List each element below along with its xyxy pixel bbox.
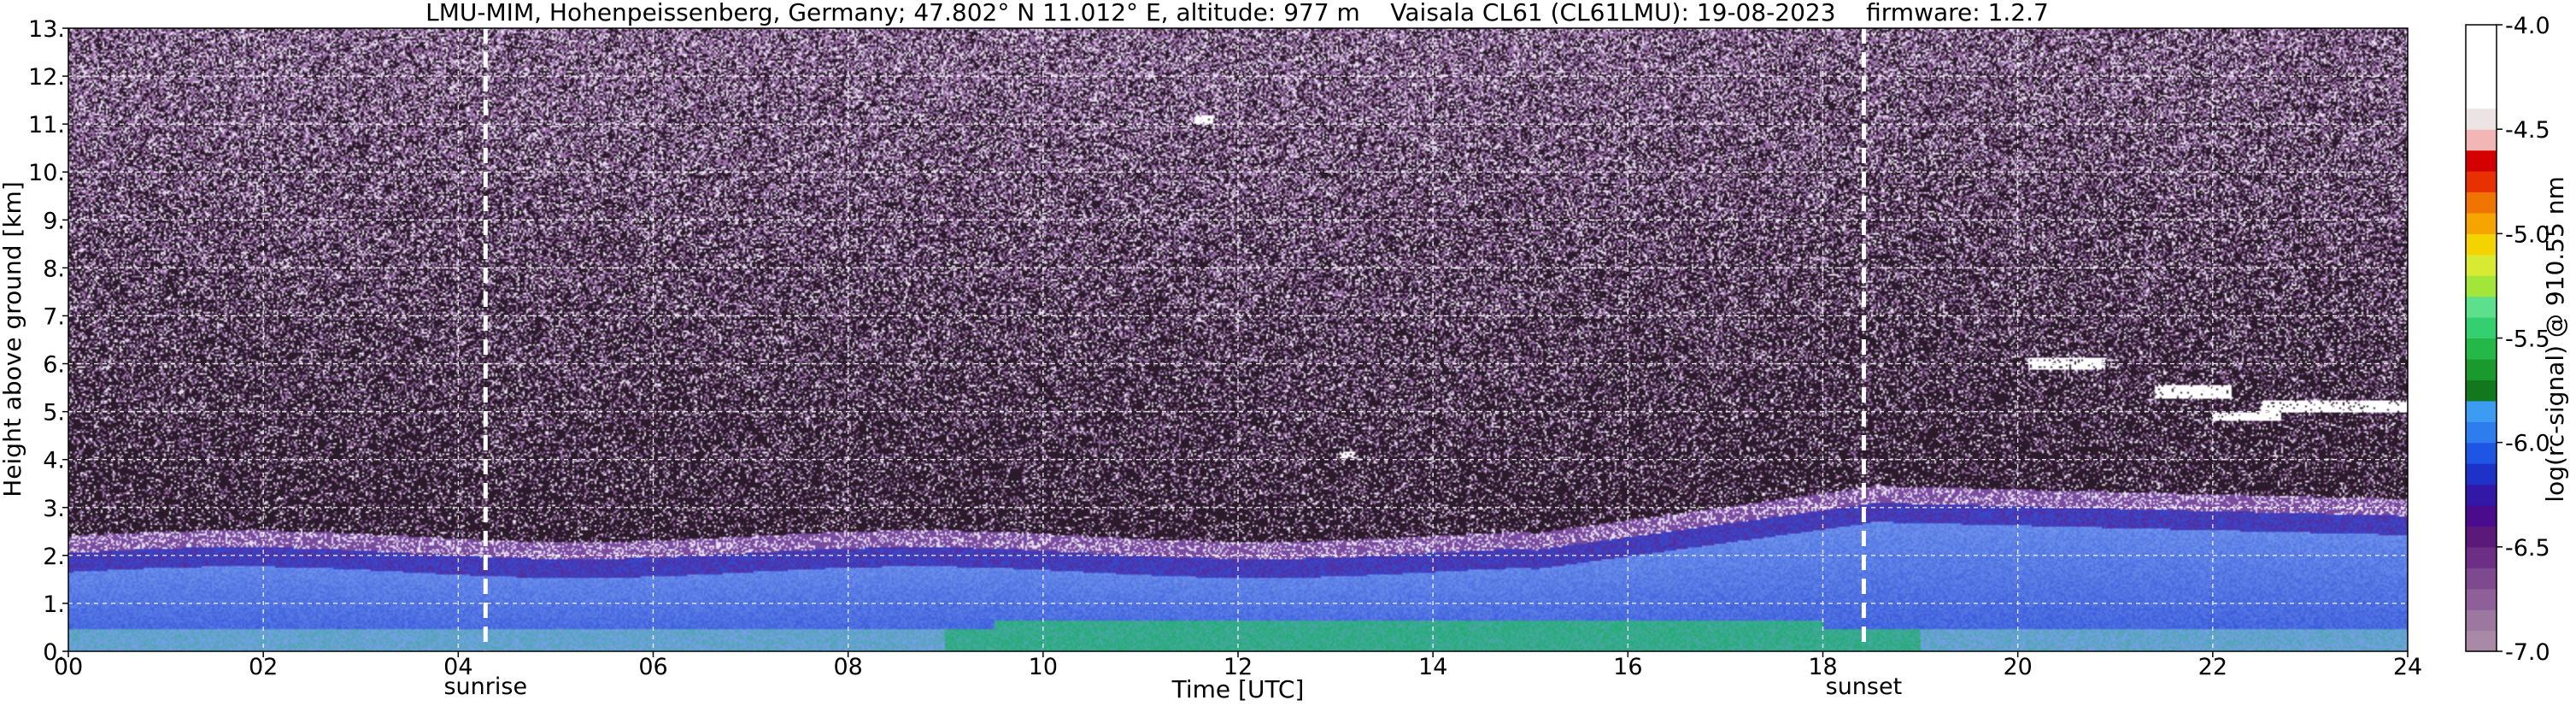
x-tick-label: 22 <box>2198 654 2227 680</box>
colorbar-segment <box>2466 379 2497 402</box>
x-axis: 00 02 04 06 08 10 12 14 16 18 20 22 24 sunrise sunset <box>54 651 2422 700</box>
colorbar-tick-label: -4.5 <box>2505 117 2550 144</box>
x-axis-label: Time [UTC] <box>1171 675 1305 703</box>
colorbar-segment <box>2466 275 2497 297</box>
y-tick-label: 9. <box>43 208 65 234</box>
x-tick-label: 24 <box>2393 654 2422 680</box>
colorbar-segment <box>2466 66 2497 88</box>
colorbar-segment <box>2466 568 2497 590</box>
colorbar-segment <box>2466 150 2497 172</box>
colorbar-label: log(rc-signal) @ 910.55 nm <box>2541 176 2569 502</box>
x-tick-label: 04 <box>443 654 472 680</box>
sunset-label: sunset <box>1826 674 1903 700</box>
y-tick-label: 5. <box>43 400 65 427</box>
colorbar-segment <box>2466 317 2497 339</box>
colorbar-segment <box>2466 296 2497 318</box>
colorbar-tick-label: -4.0 <box>2505 13 2550 39</box>
colorbar-segment <box>2466 338 2497 360</box>
colorbar-tick-label: -5.5 <box>2505 327 2550 353</box>
x-tick-label: 10 <box>1029 654 1058 680</box>
y-tick-label: 7. <box>43 303 65 330</box>
y-tick-label: 13. <box>28 16 65 43</box>
colorbar-segment <box>2466 463 2497 485</box>
y-tick-label: 11. <box>28 112 65 138</box>
colorbar-segment <box>2466 212 2497 234</box>
x-tick-label: 20 <box>2003 654 2032 680</box>
colorbar-segment <box>2466 588 2497 610</box>
colorbar-segment <box>2466 129 2497 151</box>
x-tick-label: 18 <box>1808 654 1837 680</box>
y-axis-label: Height above ground [km] <box>0 181 26 497</box>
colorbar: -4.0 -4.5 -5.0 -5.5 -6.0 -6.5 -7.0 <box>2465 13 2550 666</box>
colorbar-segment <box>2466 526 2497 548</box>
colorbar-tick-label: -6.5 <box>2505 535 2550 562</box>
colorbar-segment <box>2466 421 2497 444</box>
y-tick-label: 6. <box>43 352 65 379</box>
x-tick-label: 12 <box>1223 654 1253 680</box>
chart-title: LMU-MIM, Hohenpeissenberg, Germany; 47.8… <box>425 0 2049 26</box>
x-tick-label: 16 <box>1613 654 1642 680</box>
y-tick-label: 3. <box>43 496 65 522</box>
y-tick-label: 2. <box>43 544 65 570</box>
y-axis: 0. 1. 2. 3. 4. 5. 6. 7. 8. 9. 10. 11. 12. 13. <box>28 16 68 666</box>
colorbar-segment <box>2466 25 2497 47</box>
colorbar-segment <box>2466 630 2497 652</box>
colorbar-segment <box>2466 191 2497 214</box>
sun-markers <box>483 28 1866 651</box>
x-tick-label: 00 <box>54 654 83 680</box>
x-tick-label: 08 <box>833 654 862 680</box>
y-tick-label: 4. <box>43 448 65 474</box>
x-tick-label: 06 <box>638 654 667 680</box>
colorbar-segment <box>2466 546 2497 568</box>
colorbar-segment <box>2466 442 2497 464</box>
colorbar-tick-label: -7.0 <box>2505 639 2550 666</box>
colorbar-segment <box>2466 400 2497 422</box>
y-tick-label: 1. <box>43 591 65 618</box>
plot-area <box>67 27 2409 652</box>
colorbar-segment <box>2466 45 2497 68</box>
x-tick-label: 02 <box>249 654 278 680</box>
x-tick-label: 14 <box>1418 654 1447 680</box>
colorbar-tick-label: -6.0 <box>2505 431 2550 457</box>
sunrise-label: sunrise <box>443 674 527 700</box>
y-tick-label: 10. <box>28 160 65 186</box>
colorbar-tick-label: -5.0 <box>2505 221 2550 248</box>
y-tick-label: 8. <box>43 256 65 282</box>
y-tick-label: 0. <box>43 639 65 666</box>
y-tick-label: 12. <box>28 64 65 91</box>
colorbar-segment <box>2466 504 2497 527</box>
colorbar-segment <box>2466 484 2497 506</box>
colorbar-segment <box>2466 171 2497 193</box>
colorbar-segment <box>2466 87 2497 109</box>
grid-lines <box>68 28 2408 651</box>
colorbar-segment <box>2466 254 2497 276</box>
colorbar-segment <box>2466 108 2497 130</box>
colorbar-segment <box>2466 609 2497 632</box>
colorbar-segment <box>2466 358 2497 380</box>
colorbar-segment <box>2466 233 2497 256</box>
